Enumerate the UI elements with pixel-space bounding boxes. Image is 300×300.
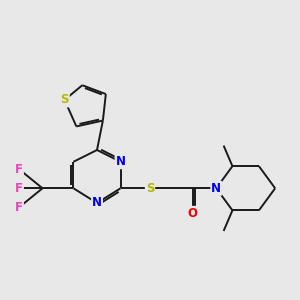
Text: N: N xyxy=(211,182,221,195)
Text: F: F xyxy=(15,163,23,176)
Text: S: S xyxy=(60,93,69,106)
Text: F: F xyxy=(15,201,23,214)
Text: S: S xyxy=(146,182,154,195)
Text: F: F xyxy=(15,182,23,195)
Text: N: N xyxy=(92,196,102,209)
Text: O: O xyxy=(188,207,198,220)
Text: N: N xyxy=(116,155,126,168)
